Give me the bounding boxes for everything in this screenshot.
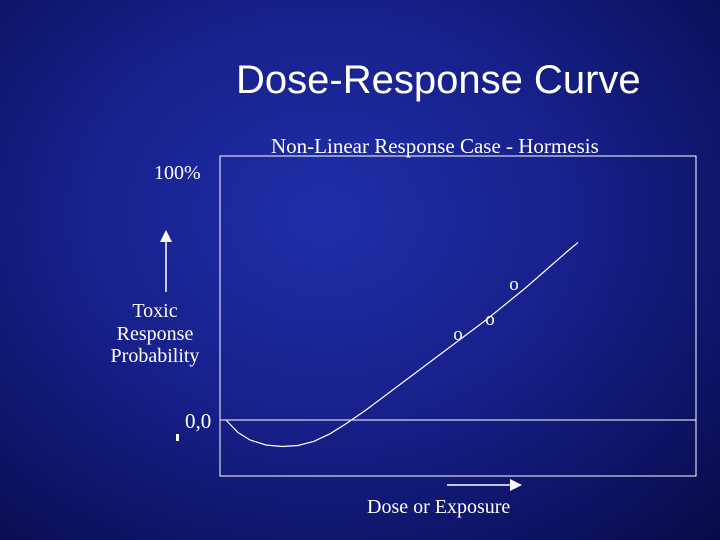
y-max-label: 100% xyxy=(154,162,201,184)
slide-title: Dose-Response Curve xyxy=(236,58,641,102)
y-axis-label-line-3: Probability xyxy=(110,345,200,367)
origin-tick xyxy=(176,434,179,441)
dose-response-curve xyxy=(225,242,579,448)
x-axis-label: Dose or Exposure xyxy=(367,496,511,518)
y-axis-label-line-2: Response xyxy=(116,323,194,345)
data-point-marker-3: o xyxy=(509,274,519,295)
plot-frame xyxy=(219,155,697,477)
data-point-marker-2: o xyxy=(485,309,495,330)
chart-title: Non-Linear Response Case - Hormesis xyxy=(271,134,599,158)
y-axis-label-line-1: Toxic xyxy=(132,300,178,322)
data-point-marker-1: o xyxy=(453,324,463,345)
origin-label: 0,0 xyxy=(185,409,212,433)
